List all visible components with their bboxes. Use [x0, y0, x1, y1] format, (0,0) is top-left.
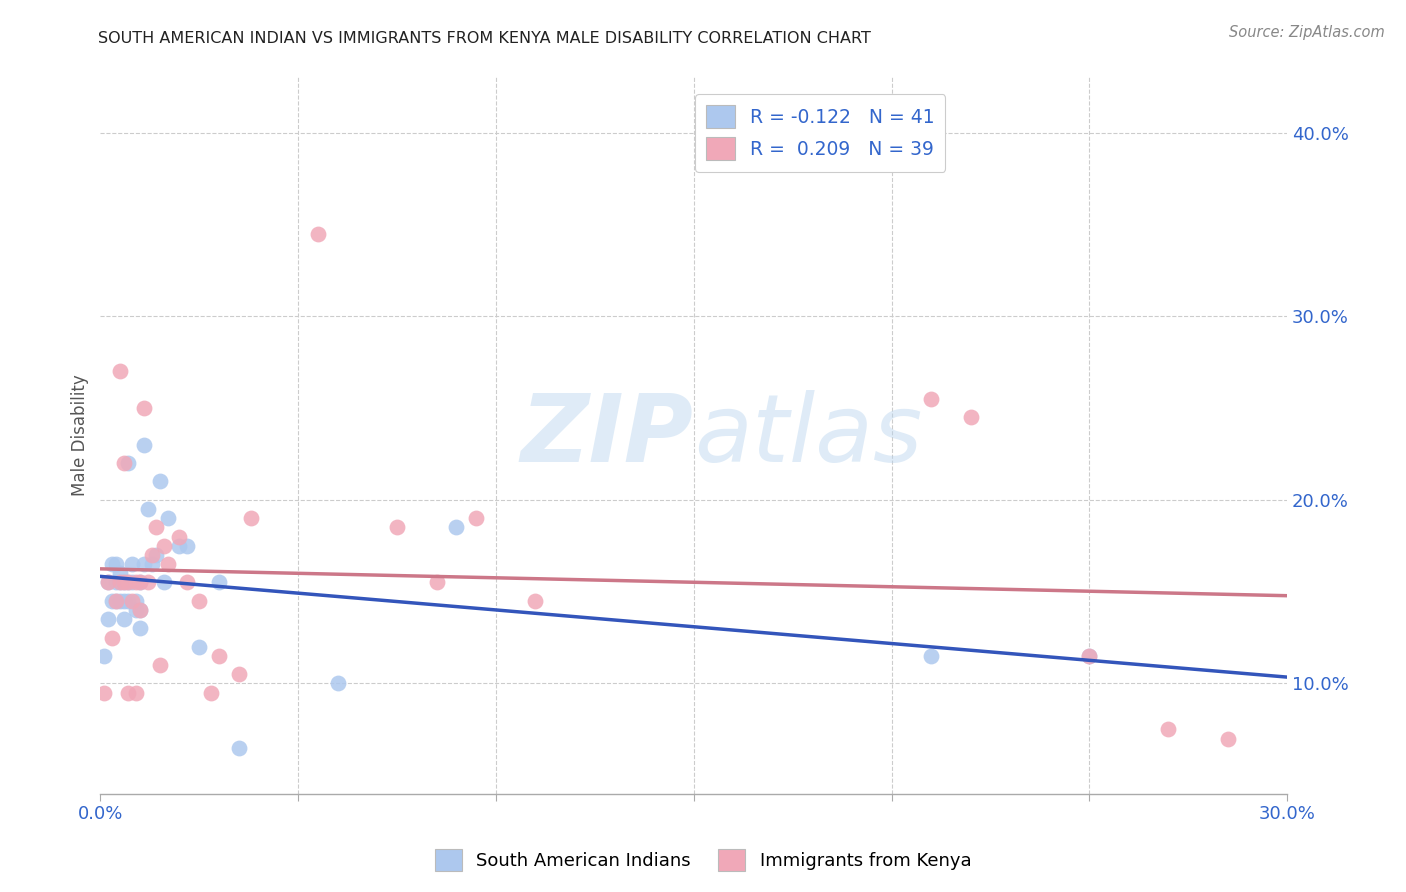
- Point: [208, 575, 231, 590]
- Point: [141, 548, 163, 562]
- Point: [125, 594, 148, 608]
- Point: [920, 392, 942, 406]
- Point: [112, 456, 135, 470]
- Point: [145, 520, 167, 534]
- Point: [169, 539, 191, 553]
- Legend: South American Indians, Immigrants from Kenya: South American Indians, Immigrants from …: [427, 842, 979, 879]
- Point: [156, 557, 179, 571]
- Point: [112, 575, 135, 590]
- Point: [307, 227, 329, 241]
- Point: [101, 594, 124, 608]
- Point: [132, 438, 155, 452]
- Point: [1078, 648, 1101, 663]
- Point: [93, 686, 115, 700]
- Point: [108, 594, 131, 608]
- Point: [446, 520, 468, 534]
- Point: [188, 594, 211, 608]
- Point: [105, 594, 128, 608]
- Point: [121, 557, 143, 571]
- Point: [129, 621, 152, 635]
- Point: [108, 575, 131, 590]
- Point: [959, 410, 981, 425]
- Point: [117, 594, 139, 608]
- Point: [97, 612, 120, 626]
- Legend: R = -0.122   N = 41, R =  0.209   N = 39: R = -0.122 N = 41, R = 0.209 N = 39: [695, 94, 945, 171]
- Point: [121, 594, 143, 608]
- Point: [112, 612, 135, 626]
- Point: [125, 686, 148, 700]
- Point: [1078, 648, 1101, 663]
- Point: [97, 575, 120, 590]
- Y-axis label: Male Disability: Male Disability: [72, 375, 89, 497]
- Point: [1157, 723, 1180, 737]
- Text: SOUTH AMERICAN INDIAN VS IMMIGRANTS FROM KENYA MALE DISABILITY CORRELATION CHART: SOUTH AMERICAN INDIAN VS IMMIGRANTS FROM…: [98, 31, 872, 46]
- Point: [117, 575, 139, 590]
- Point: [149, 658, 172, 673]
- Point: [141, 557, 163, 571]
- Point: [101, 631, 124, 645]
- Point: [101, 557, 124, 571]
- Point: [117, 575, 139, 590]
- Point: [169, 530, 191, 544]
- Point: [132, 557, 155, 571]
- Point: [1216, 731, 1239, 746]
- Point: [152, 539, 174, 553]
- Point: [97, 575, 120, 590]
- Point: [326, 676, 349, 690]
- Point: [129, 575, 152, 590]
- Point: [239, 511, 262, 525]
- Point: [112, 594, 135, 608]
- Point: [105, 557, 128, 571]
- Point: [188, 640, 211, 654]
- Point: [920, 648, 942, 663]
- Point: [129, 603, 152, 617]
- Point: [136, 575, 159, 590]
- Text: ZIP: ZIP: [520, 390, 693, 482]
- Text: atlas: atlas: [693, 390, 922, 481]
- Point: [108, 566, 131, 581]
- Point: [129, 575, 152, 590]
- Point: [176, 539, 198, 553]
- Point: [200, 686, 222, 700]
- Point: [129, 603, 152, 617]
- Point: [228, 740, 250, 755]
- Point: [105, 594, 128, 608]
- Point: [465, 511, 488, 525]
- Point: [176, 575, 198, 590]
- Point: [117, 456, 139, 470]
- Point: [385, 520, 408, 534]
- Point: [93, 648, 115, 663]
- Point: [125, 603, 148, 617]
- Point: [149, 475, 172, 489]
- Point: [136, 502, 159, 516]
- Point: [208, 648, 231, 663]
- Point: [426, 575, 449, 590]
- Point: [108, 364, 131, 378]
- Point: [524, 594, 547, 608]
- Point: [156, 511, 179, 525]
- Point: [228, 667, 250, 681]
- Point: [108, 575, 131, 590]
- Point: [112, 575, 135, 590]
- Point: [145, 548, 167, 562]
- Point: [132, 401, 155, 415]
- Point: [117, 686, 139, 700]
- Point: [152, 575, 174, 590]
- Point: [105, 575, 128, 590]
- Point: [125, 575, 148, 590]
- Point: [121, 575, 143, 590]
- Text: Source: ZipAtlas.com: Source: ZipAtlas.com: [1229, 25, 1385, 40]
